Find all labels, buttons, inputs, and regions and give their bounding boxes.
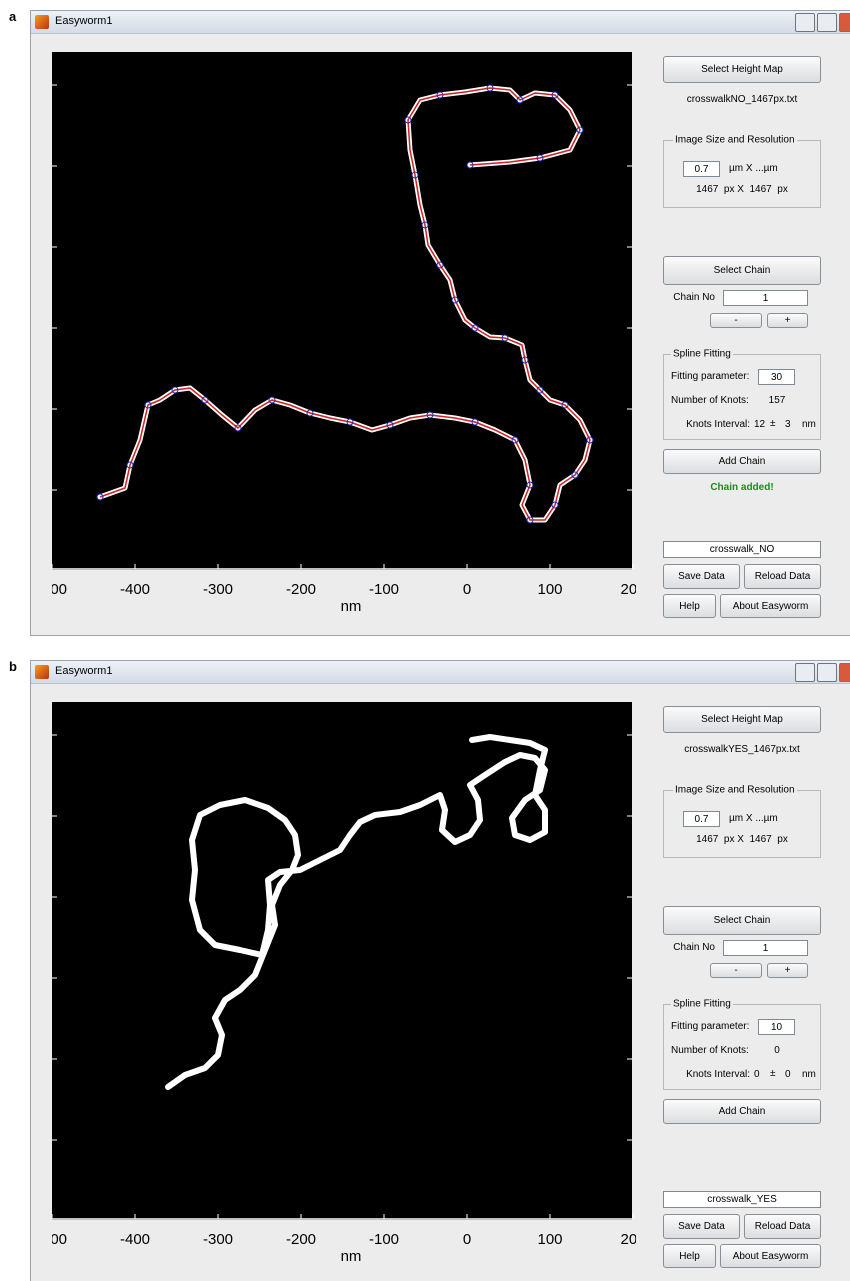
chain-name[interactable]: crosswalk_YES (663, 1191, 821, 1208)
plus-button[interactable]: + (767, 313, 808, 328)
control-panel: Select Height Map crosswalkNO_1467px.txt I… (0, 0, 850, 640)
chain-no-label: Chain No (655, 292, 715, 303)
image-size-input[interactable]: 0.7 (683, 161, 720, 177)
knots-value: 157 (757, 395, 797, 406)
chain-name[interactable]: crosswalk_NO (663, 541, 821, 558)
fitting-parameter-label: Fitting parameter: (671, 1021, 749, 1032)
help-button[interactable]: Help (663, 594, 716, 618)
image-size-input[interactable]: 0.7 (683, 811, 720, 827)
knots-label: Number of Knots: (671, 395, 749, 406)
knots-interval-error: 0 (785, 1069, 791, 1080)
minus-button[interactable]: - (710, 313, 762, 328)
knots-interval-label: Knots Interval: (660, 1069, 750, 1080)
reload-data-button[interactable]: Reload Data (744, 1214, 821, 1239)
knots-label: Number of Knots: (671, 1045, 749, 1056)
select-chain-button[interactable]: Select Chain (663, 906, 821, 935)
plus-minus: ± (770, 1068, 776, 1079)
file-name: crosswalkNO_1467px.txt (662, 94, 822, 105)
file-name: crosswalkYES_1467px.txt (662, 744, 822, 755)
panel: bEasyworm1-500-400-300-200-1000100200nmS… (0, 650, 850, 1281)
about-button[interactable]: About Easyworm (720, 1244, 821, 1268)
knots-interval-unit: nm (802, 419, 816, 430)
resolution: 1467 px X 1467 px (662, 834, 822, 845)
about-button[interactable]: About Easyworm (720, 594, 821, 618)
screenshot: aEasyworm1-500-400-300-200-1000100200nmS… (0, 0, 850, 1281)
reload-data-button[interactable]: Reload Data (744, 564, 821, 589)
knots-interval-value: 12 (754, 419, 765, 430)
group-title: Spline Fitting (671, 349, 733, 360)
image-size-unit: µm X ...µm (729, 163, 778, 174)
plus-button[interactable]: + (767, 963, 808, 978)
chain-no-input[interactable]: 1 (723, 940, 808, 956)
group-title: Image Size and Resolution (673, 135, 797, 146)
knots-interval-label: Knots Interval: (660, 419, 750, 430)
fitting-parameter-label: Fitting parameter: (671, 371, 749, 382)
save-data-button[interactable]: Save Data (663, 1214, 740, 1239)
knots-interval-error: 3 (785, 419, 791, 430)
save-data-button[interactable]: Save Data (663, 564, 740, 589)
fitting-parameter-input[interactable]: 30 (758, 369, 795, 385)
fitting-parameter-input[interactable]: 10 (758, 1019, 795, 1035)
knots-interval-value: 0 (754, 1069, 760, 1080)
group-title: Image Size and Resolution (673, 785, 797, 796)
chain-no-label: Chain No (655, 942, 715, 953)
select-height-map-button[interactable]: Select Height Map (663, 56, 821, 83)
chain-no-input[interactable]: 1 (723, 290, 808, 306)
add-chain-button[interactable]: Add Chain (663, 449, 821, 474)
add-chain-button[interactable]: Add Chain (663, 1099, 821, 1124)
image-size-unit: µm X ...µm (729, 813, 778, 824)
knots-value: 0 (757, 1045, 797, 1056)
knots-interval-unit: nm (802, 1069, 816, 1080)
resolution: 1467 px X 1467 px (662, 184, 822, 195)
minus-button[interactable]: - (710, 963, 762, 978)
control-panel: Select Height Map crosswalkYES_1467px.txt… (0, 650, 850, 1281)
help-button[interactable]: Help (663, 1244, 716, 1268)
panel: aEasyworm1-500-400-300-200-1000100200nmS… (0, 0, 850, 640)
select-chain-button[interactable]: Select Chain (663, 256, 821, 285)
plus-minus: ± (770, 418, 776, 429)
status: Chain added! (662, 482, 822, 493)
select-height-map-button[interactable]: Select Height Map (663, 706, 821, 733)
group-title: Spline Fitting (671, 999, 733, 1010)
